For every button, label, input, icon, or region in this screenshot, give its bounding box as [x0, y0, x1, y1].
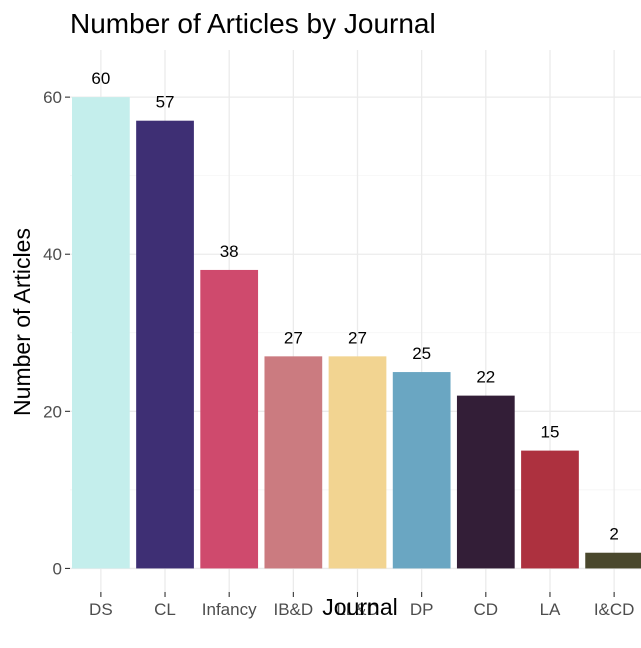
- data-label: 27: [284, 328, 303, 347]
- bar: [456, 395, 515, 569]
- x-tick-label: DP: [410, 600, 434, 619]
- data-label: 38: [220, 242, 239, 261]
- x-tick-label: CD: [474, 600, 499, 619]
- x-axis: DS CL Infancy IB&D LL&D DP CD LA I&CD: [89, 592, 634, 619]
- data-label: 27: [348, 328, 367, 347]
- y-tick-label: 20: [43, 402, 62, 421]
- bar: [328, 356, 387, 569]
- x-tick-label: CL: [154, 600, 176, 619]
- bars: [72, 97, 641, 569]
- x-tick-label: LL&D: [336, 600, 379, 619]
- x-tick-label: IB&D: [273, 600, 313, 619]
- bar: [200, 269, 259, 569]
- data-label: 60: [91, 69, 110, 88]
- bar: [264, 356, 323, 569]
- x-tick-label: Infancy: [202, 600, 257, 619]
- y-tick-label: 40: [43, 245, 62, 264]
- y-axis: 0 20 40 60: [43, 88, 70, 578]
- bar: [392, 372, 451, 569]
- y-axis-title: Number of Articles: [9, 228, 35, 416]
- data-label: 15: [541, 423, 560, 442]
- data-label: 2: [609, 525, 618, 544]
- bar: [136, 120, 194, 569]
- data-label: 22: [476, 368, 495, 387]
- bar: [521, 450, 579, 569]
- bar: [72, 97, 130, 569]
- data-label: 57: [156, 93, 175, 112]
- plot-panel: 60 57 38 27 27 25 22 15 2: [70, 50, 641, 592]
- data-labels: 60 57 38 27 27 25 22 15 2: [91, 69, 618, 544]
- x-tick-label: LA: [540, 600, 561, 619]
- data-label: 25: [412, 344, 431, 363]
- x-tick-label: I&CD: [594, 600, 635, 619]
- x-axis-title: Journal: [322, 594, 397, 620]
- bar: [585, 552, 641, 569]
- chart-title: Number of Articles by Journal: [70, 8, 436, 39]
- y-tick-label: 60: [43, 88, 62, 107]
- y-tick-label: 0: [53, 559, 62, 578]
- x-tick-label: DS: [89, 600, 113, 619]
